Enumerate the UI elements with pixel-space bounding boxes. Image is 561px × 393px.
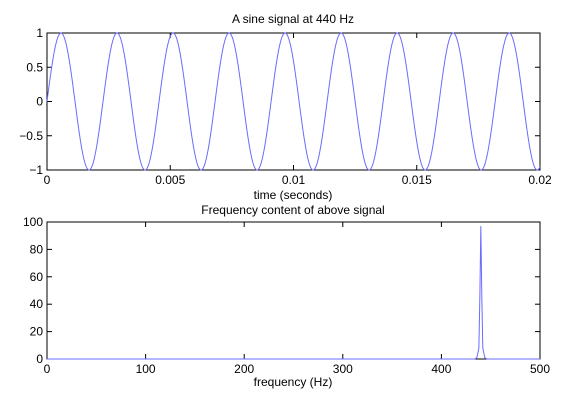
sine-plot-y-tick-labels: 1 0.5 0 −0.5 −1 (19, 26, 43, 177)
frequency-plot-y-tick-labels: 100 80 60 40 20 0 (23, 215, 43, 366)
frequency-plot-x-axis-label: frequency (Hz) (254, 375, 333, 389)
frequency-x-tick-label: 500 (530, 362, 550, 376)
sine-x-tick-label: 0.02 (528, 173, 552, 187)
frequency-y-tick-label: 20 (30, 325, 44, 339)
sine-y-tick-label: 0 (36, 95, 43, 109)
frequency-y-tick-label: 40 (30, 297, 44, 311)
sine-y-tick-label: 1 (36, 26, 43, 40)
frequency-content-plot: Frequency content of above signal 0 100 20… (23, 203, 550, 389)
frequency-y-tick-label: 100 (23, 215, 43, 229)
frequency-x-tick-label: 200 (234, 362, 254, 376)
frequency-plot-x-tick-labels: 0 100 200 300 400 500 (44, 362, 551, 376)
frequency-x-tick-label: 0 (44, 362, 51, 376)
frequency-plot-axes-box (46, 221, 541, 360)
frequency-x-tick-label: 100 (136, 362, 156, 376)
sine-series-line (46, 32, 541, 171)
sine-plot-x-tick-labels: 0 0.005 0.01 0.015 0.02 (44, 173, 552, 187)
frequency-plot-title: Frequency content of above signal (201, 203, 384, 217)
frequency-x-tick-label: 400 (431, 362, 451, 376)
frequency-x-tick-label: 300 (333, 362, 353, 376)
sine-signal-plot: A sine signal at 440 Hz 0 0.005 0.01 0.015 0… (19, 12, 552, 202)
frequency-y-tick-label: 80 (30, 242, 44, 256)
sine-plot-axes-box (46, 32, 541, 171)
sine-y-tick-label: −1 (29, 163, 43, 177)
sine-x-tick-label: 0.01 (282, 173, 306, 187)
sine-plot-title: A sine signal at 440 Hz (232, 12, 354, 26)
spectrum-series-line (47, 226, 540, 360)
sine-y-tick-label: 0.5 (26, 60, 43, 74)
sine-y-tick-label: −0.5 (19, 129, 43, 143)
sine-x-tick-label: 0.015 (402, 173, 432, 187)
sine-plot-x-axis-label: time (seconds) (254, 188, 333, 202)
sine-x-tick-label: 0.005 (155, 173, 185, 187)
frequency-y-tick-label: 0 (36, 352, 43, 366)
sine-x-tick-label: 0 (44, 173, 51, 187)
frequency-y-tick-label: 60 (30, 270, 44, 284)
